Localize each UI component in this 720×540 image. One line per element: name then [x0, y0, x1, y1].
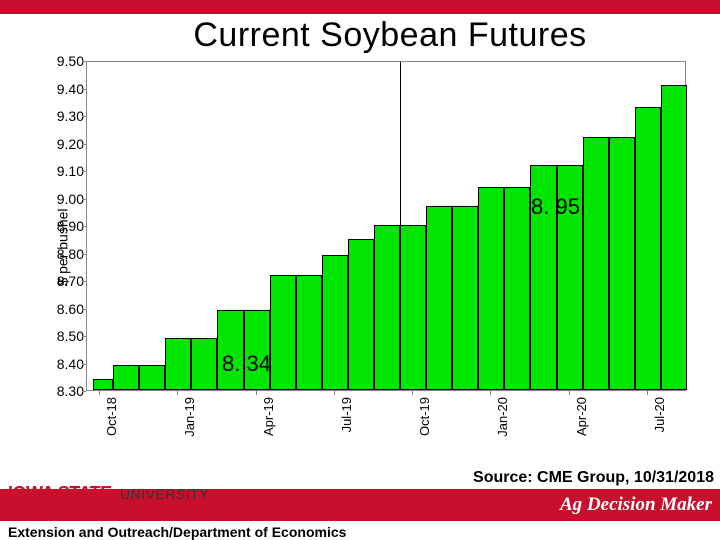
annotation: 8. 95 — [531, 194, 580, 220]
bar — [583, 137, 609, 390]
x-tick-mark — [99, 391, 100, 395]
university-brand: IOWA STATE UNIVERSITY — [8, 483, 209, 504]
x-tick-mark — [569, 391, 570, 395]
bar — [348, 239, 374, 390]
x-tick-mark — [256, 391, 257, 395]
annotation: 8. 34 — [222, 351, 271, 377]
y-tick-mark — [82, 336, 86, 337]
footer: IOWA STATE UNIVERSITY Source: CME Group,… — [0, 469, 720, 540]
x-tick-label: Apr-19 — [261, 397, 276, 436]
y-tick-label: 9.10 — [44, 164, 84, 178]
x-tick-label: Oct-18 — [104, 397, 119, 436]
brand-adm: Ag Decision Maker — [560, 494, 712, 516]
bar — [609, 137, 635, 390]
y-tick-label: 9.20 — [44, 137, 84, 151]
y-tick-mark — [82, 116, 86, 117]
brand-university: UNIVERSITY — [116, 486, 209, 502]
y-tick-mark — [82, 309, 86, 310]
y-tick-label: 8.60 — [44, 302, 84, 316]
y-tick-label: 8.90 — [44, 219, 84, 233]
y-tick-label: 8.30 — [44, 384, 84, 398]
y-tick-mark — [82, 61, 86, 62]
x-tick-label: Jul-19 — [339, 397, 354, 432]
y-tick-label: 9.50 — [44, 54, 84, 68]
y-tick-mark — [82, 144, 86, 145]
y-tick-mark — [82, 89, 86, 90]
bar — [426, 206, 452, 390]
dept-text: Extension and Outreach/Department of Eco… — [0, 521, 720, 540]
bar — [270, 275, 296, 391]
bar — [113, 365, 139, 390]
bar — [400, 225, 426, 390]
y-tick-mark — [82, 254, 86, 255]
chart-area: $ per bushel 8. 348. 95 8.308.408.508.60… — [30, 55, 698, 439]
y-tick-label: 9.30 — [44, 109, 84, 123]
y-tick-label: 8.50 — [44, 329, 84, 343]
y-tick-mark — [82, 199, 86, 200]
y-tick-label: 9.00 — [44, 192, 84, 206]
bar — [478, 187, 504, 391]
y-tick-label: 8.70 — [44, 274, 84, 288]
bar — [661, 85, 687, 390]
x-tick-mark — [647, 391, 648, 395]
x-tick-label: Oct-19 — [417, 397, 432, 436]
bar — [504, 187, 530, 391]
y-tick-label: 9.40 — [44, 82, 84, 96]
brand-iowa-state: IOWA STATE — [8, 483, 112, 503]
bar — [191, 338, 217, 390]
x-tick-mark — [177, 391, 178, 395]
x-tick-label: Jul-20 — [652, 397, 667, 432]
bar — [374, 225, 400, 390]
x-tick-label: Apr-20 — [574, 397, 589, 436]
y-tick-mark — [82, 226, 86, 227]
page-title: Current Soybean Futures — [0, 14, 720, 55]
y-tick-label: 8.40 — [44, 357, 84, 371]
y-tick-mark — [82, 391, 86, 392]
x-tick-label: Jan-20 — [495, 397, 510, 437]
y-tick-mark — [82, 364, 86, 365]
y-tick-label: 8.80 — [44, 247, 84, 261]
bar — [322, 255, 348, 390]
bar — [93, 379, 113, 390]
header-bar — [0, 0, 720, 14]
plot-region: 8. 34 8. 95 — [86, 61, 686, 391]
y-tick-mark — [82, 171, 86, 172]
x-tick-mark — [334, 391, 335, 395]
bar — [165, 338, 191, 390]
bar — [635, 107, 661, 390]
x-tick-mark — [412, 391, 413, 395]
y-tick-mark — [82, 281, 86, 282]
bar — [296, 275, 322, 391]
x-tick-mark — [490, 391, 491, 395]
x-tick-label: Jan-19 — [182, 397, 197, 437]
bar — [452, 206, 478, 390]
bar — [139, 365, 165, 390]
vertical-divider — [400, 62, 401, 390]
